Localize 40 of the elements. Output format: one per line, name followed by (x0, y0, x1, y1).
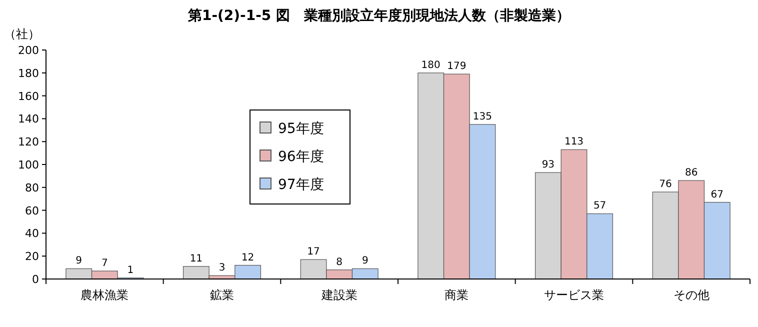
data-label: 17 (307, 246, 320, 258)
x-tick-label: サービス業 (544, 288, 604, 302)
chart-title: 第1-(2)-1-5 図 業種別設立年度別現地法人数（非製造業） (186, 7, 570, 24)
data-label: 11 (190, 253, 203, 264)
data-label: 8 (336, 256, 343, 268)
x-tick-label: 建設業 (320, 288, 358, 302)
y-axis-title: （社） (4, 27, 40, 41)
y-tick-label: 180 (18, 66, 39, 80)
x-tick-label: 農林漁業 (80, 288, 129, 302)
y-tick-label: 160 (18, 90, 39, 103)
y-tick-label: 0 (32, 273, 39, 286)
data-label: 135 (472, 111, 492, 122)
data-label: 12 (241, 252, 254, 264)
data-label: 179 (447, 61, 466, 72)
data-label: 9 (362, 256, 368, 267)
x-tick-label: その他 (673, 288, 710, 302)
legend-label: 97年度 (278, 177, 324, 193)
data-label: 57 (593, 200, 606, 212)
legend-label: 96年度 (278, 149, 324, 165)
legend-label: 95年度 (278, 121, 324, 137)
data-label: 76 (659, 178, 672, 190)
data-label: 7 (101, 258, 108, 269)
data-label: 3 (218, 262, 226, 274)
data-label: 9 (76, 256, 82, 267)
y-tick-label: 40 (25, 227, 39, 240)
y-tick-label: 200 (18, 44, 39, 57)
x-tick-label: 鉱業 (210, 288, 234, 302)
data-label: 180 (421, 60, 440, 71)
y-tick-label: 140 (18, 112, 39, 126)
data-label: 113 (564, 136, 584, 148)
data-label: 67 (710, 189, 724, 200)
y-tick-label: 120 (18, 136, 39, 149)
x-tick-label: 商業 (444, 288, 469, 302)
y-tick-label: 80 (25, 181, 39, 194)
data-label: 1 (127, 264, 134, 276)
y-tick-label: 20 (25, 250, 39, 264)
data-label: 86 (684, 168, 698, 179)
data-label: 93 (542, 160, 555, 171)
y-tick-label: 100 (18, 158, 39, 172)
y-tick-label: 60 (25, 204, 39, 218)
